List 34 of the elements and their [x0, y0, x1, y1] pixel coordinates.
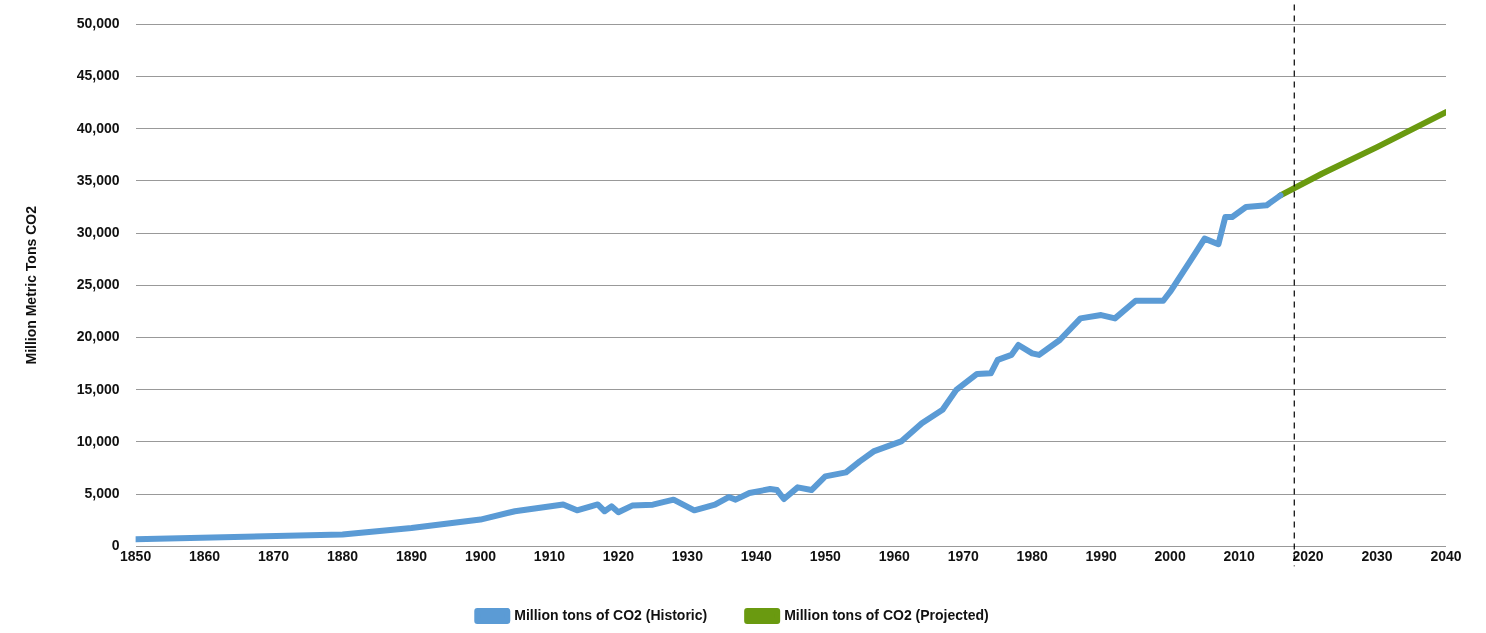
x-tick-label: 1940: [740, 548, 773, 565]
y-tick-label: 35,000: [76, 171, 120, 188]
x-tick-label: 1870: [257, 548, 290, 565]
x-tick-label: 1970: [947, 548, 980, 565]
y-tick-label: 50,000: [76, 15, 120, 32]
x-tick-label: 1920: [602, 548, 635, 565]
y-tick-label: 30,000: [76, 223, 120, 240]
x-tick-label: 1990: [1085, 548, 1117, 565]
y-tick-label: 45,000: [76, 67, 120, 84]
y-tick-label: 5,000: [84, 484, 120, 501]
x-tick-label: 2030: [1361, 548, 1393, 565]
y-tick-label: 20,000: [76, 328, 120, 345]
x-tick-label: 1950: [809, 548, 842, 565]
x-tick-label: 2040: [1430, 548, 1462, 565]
x-tick-label: 1850: [120, 548, 152, 565]
x-tick-label: 1930: [671, 548, 704, 565]
x-tick-label: 2000: [1154, 548, 1186, 565]
y-tick-label: 10,000: [76, 432, 120, 449]
y-axis-title: Million Metric Tons CO2: [23, 205, 40, 365]
x-tick-label: 2020: [1292, 548, 1324, 565]
x-tick-label: 1910: [533, 548, 566, 565]
x-tick-label: 1890: [395, 548, 428, 565]
x-tick-label: 1900: [464, 548, 497, 565]
y-tick-label: 0: [111, 537, 120, 554]
x-tick-label: 1880: [326, 548, 359, 565]
y-tick-label: 40,000: [76, 119, 120, 136]
legend-label: Million tons of CO2 (Projected): [784, 606, 989, 623]
x-tick-label: 2010: [1223, 548, 1255, 565]
y-tick-label: 25,000: [76, 276, 120, 293]
x-tick-label: 1980: [1016, 548, 1048, 565]
x-tick-label: 1960: [878, 548, 911, 565]
legend-label: Million tons of CO2 (Historic): [514, 606, 708, 623]
y-tick-label: 15,000: [76, 380, 120, 397]
x-tick-label: 1860: [189, 548, 221, 565]
